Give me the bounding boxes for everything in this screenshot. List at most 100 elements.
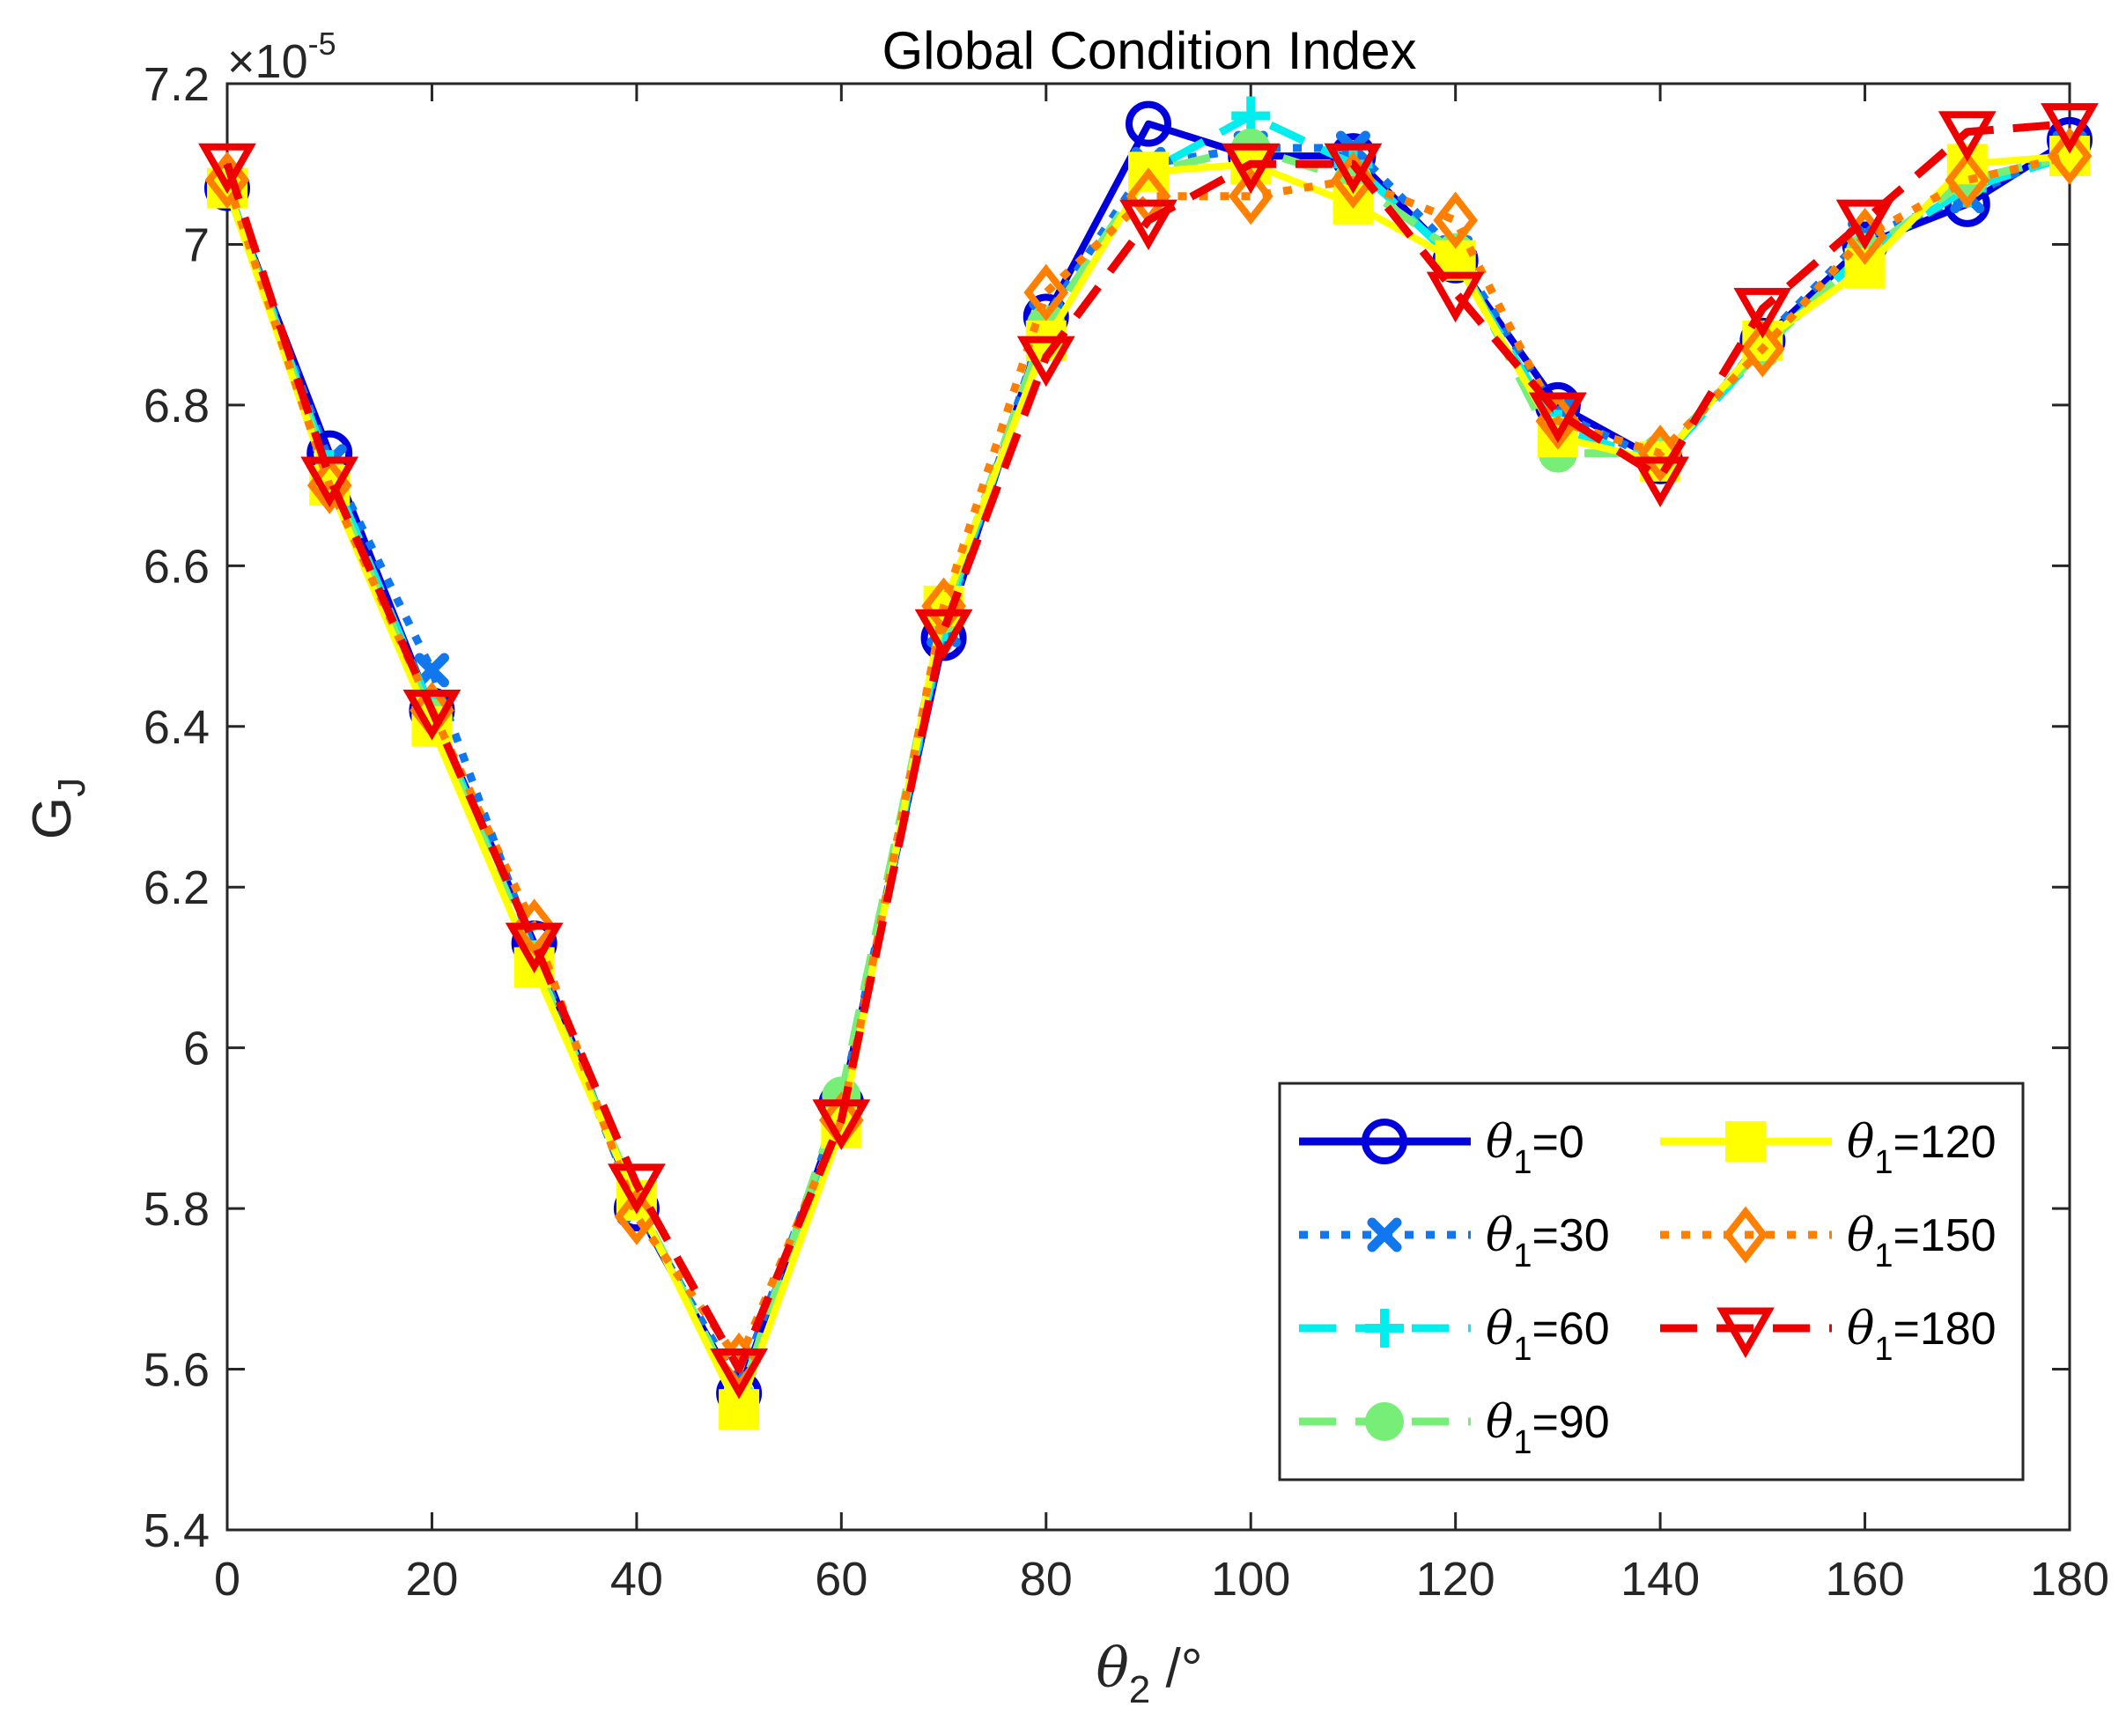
legend-label-rest: =0 bbox=[1532, 1117, 1583, 1168]
y-tick-label: 6.6 bbox=[144, 540, 210, 593]
legend-label-symbol: θ bbox=[1847, 1303, 1874, 1356]
legend-item: θ1=120 bbox=[1660, 1116, 1997, 1181]
x-tick-label: 160 bbox=[1826, 1553, 1905, 1606]
y-tick-label: 6.8 bbox=[144, 380, 210, 432]
data-point bbox=[1733, 287, 1792, 339]
legend-label-symbol: θ bbox=[1486, 1396, 1513, 1449]
data-point bbox=[402, 690, 461, 741]
data-point bbox=[1938, 111, 1997, 162]
data-point bbox=[607, 1163, 666, 1215]
legend-label-sub: 1 bbox=[1874, 1237, 1893, 1274]
legend-marker bbox=[1367, 1217, 1402, 1252]
legend-marker bbox=[1365, 1402, 1404, 1441]
y-tick-label: 5.4 bbox=[144, 1504, 210, 1557]
legend-label-symbol: θ bbox=[1486, 1116, 1513, 1169]
legend-marker bbox=[1723, 1206, 1768, 1264]
data-point bbox=[1324, 143, 1383, 195]
y-exponent-power: -5 bbox=[308, 26, 336, 62]
legend-label-symbol: θ bbox=[1486, 1209, 1513, 1262]
data-point bbox=[1631, 456, 1690, 508]
data-point bbox=[1637, 425, 1683, 483]
y-exponent-label: ×10-5 bbox=[227, 26, 336, 88]
x-axis-label: θ2 /° bbox=[1096, 1636, 1202, 1711]
axis-ticks: 0 20 40 60 80 100 120 140 160 180 5.4 5.6 5.8 6 6.2 6.4… bbox=[144, 58, 2109, 1606]
legend-label-sub: 1 bbox=[1513, 1144, 1532, 1181]
legend-label-rest: =90 bbox=[1532, 1397, 1609, 1448]
legend-label: θ1=90 bbox=[1486, 1396, 1610, 1461]
data-point bbox=[812, 1099, 871, 1150]
data-point bbox=[1528, 392, 1587, 444]
legend-label: θ1=30 bbox=[1486, 1209, 1610, 1274]
x-tick-label: 0 bbox=[214, 1553, 240, 1606]
x-tick-label: 60 bbox=[815, 1553, 867, 1606]
legend-label-rest: =60 bbox=[1532, 1304, 1609, 1355]
legend-label-rest: =30 bbox=[1532, 1210, 1609, 1261]
legend-item: θ1=0 bbox=[1299, 1116, 1584, 1181]
y-tick-label: 6 bbox=[183, 1023, 210, 1075]
legend-marker bbox=[1725, 1121, 1766, 1162]
x-tick-label: 20 bbox=[405, 1553, 458, 1606]
y-tick-label: 7.2 bbox=[144, 58, 210, 111]
y-axis-label-main: G bbox=[22, 797, 83, 839]
y-exponent-prefix: ×10 bbox=[227, 35, 308, 88]
legend-label-sub: 1 bbox=[1874, 1144, 1893, 1181]
y-tick-label: 5.6 bbox=[144, 1344, 210, 1397]
chart-title: Global Condition Index bbox=[882, 21, 1416, 80]
x-tick-label: 80 bbox=[1020, 1553, 1073, 1606]
data-point bbox=[1126, 100, 1171, 147]
legend-label: θ1=120 bbox=[1847, 1116, 1997, 1181]
legend-label-rest: =150 bbox=[1893, 1210, 1996, 1261]
legend-label-symbol: θ bbox=[1486, 1303, 1513, 1356]
legend-label-sub: 1 bbox=[1513, 1331, 1532, 1368]
data-point bbox=[2047, 127, 2093, 185]
data-point bbox=[1835, 199, 1894, 251]
data-point bbox=[1023, 263, 1069, 321]
legend-item: θ1=180 bbox=[1660, 1303, 1997, 1368]
y-tick-label: 5.8 bbox=[144, 1183, 210, 1236]
data-point bbox=[505, 922, 564, 974]
series-layer bbox=[198, 96, 2099, 1430]
data-point bbox=[1222, 143, 1281, 195]
data-point bbox=[1739, 320, 1785, 378]
legend-item: θ1=60 bbox=[1299, 1303, 1610, 1368]
series-line bbox=[223, 120, 2071, 1374]
data-point bbox=[1433, 191, 1479, 249]
data-point bbox=[300, 456, 359, 508]
data-point bbox=[914, 609, 973, 661]
legend-marker bbox=[1716, 1307, 1775, 1359]
legend-label: θ1=180 bbox=[1847, 1303, 1997, 1368]
legend-item: θ1=30 bbox=[1299, 1209, 1610, 1274]
data-point bbox=[198, 143, 256, 195]
y-tick-label: 6.2 bbox=[144, 861, 210, 914]
x-tick-label: 100 bbox=[1211, 1553, 1290, 1606]
x-axis-label-symbol: θ bbox=[1096, 1636, 1128, 1700]
legend-label: θ1=60 bbox=[1486, 1303, 1610, 1368]
x-tick-label: 120 bbox=[1416, 1553, 1495, 1606]
y-axis-label-sub: J bbox=[50, 778, 93, 797]
legend-label-sub: 1 bbox=[1874, 1331, 1893, 1368]
data-point bbox=[1016, 336, 1075, 388]
x-tick-label: 40 bbox=[610, 1553, 663, 1606]
data-point bbox=[414, 653, 449, 688]
data-point bbox=[1426, 271, 1485, 323]
legend-marker bbox=[1362, 1119, 1407, 1164]
legend-label-sub: 1 bbox=[1513, 1237, 1532, 1274]
legend-label-rest: =180 bbox=[1893, 1304, 1996, 1355]
y-tick-label: 6.4 bbox=[144, 701, 210, 754]
series-6 bbox=[198, 103, 2099, 1400]
data-point bbox=[1945, 151, 1990, 209]
data-point bbox=[1228, 167, 1273, 225]
legend-label-rest: =120 bbox=[1893, 1117, 1996, 1168]
x-axis-label-suffix: /° bbox=[1150, 1638, 1202, 1699]
x-axis-label-sub: 2 bbox=[1129, 1668, 1150, 1711]
data-point bbox=[2041, 103, 2099, 154]
data-point bbox=[1119, 199, 1177, 251]
legend-item: θ1=150 bbox=[1660, 1206, 1997, 1274]
y-tick-label: 7 bbox=[183, 218, 210, 271]
x-tick-label: 180 bbox=[2030, 1553, 2109, 1606]
legend-item: θ1=90 bbox=[1299, 1396, 1610, 1461]
legend-label: θ1=150 bbox=[1847, 1209, 1997, 1274]
legend-label-symbol: θ bbox=[1847, 1116, 1874, 1169]
